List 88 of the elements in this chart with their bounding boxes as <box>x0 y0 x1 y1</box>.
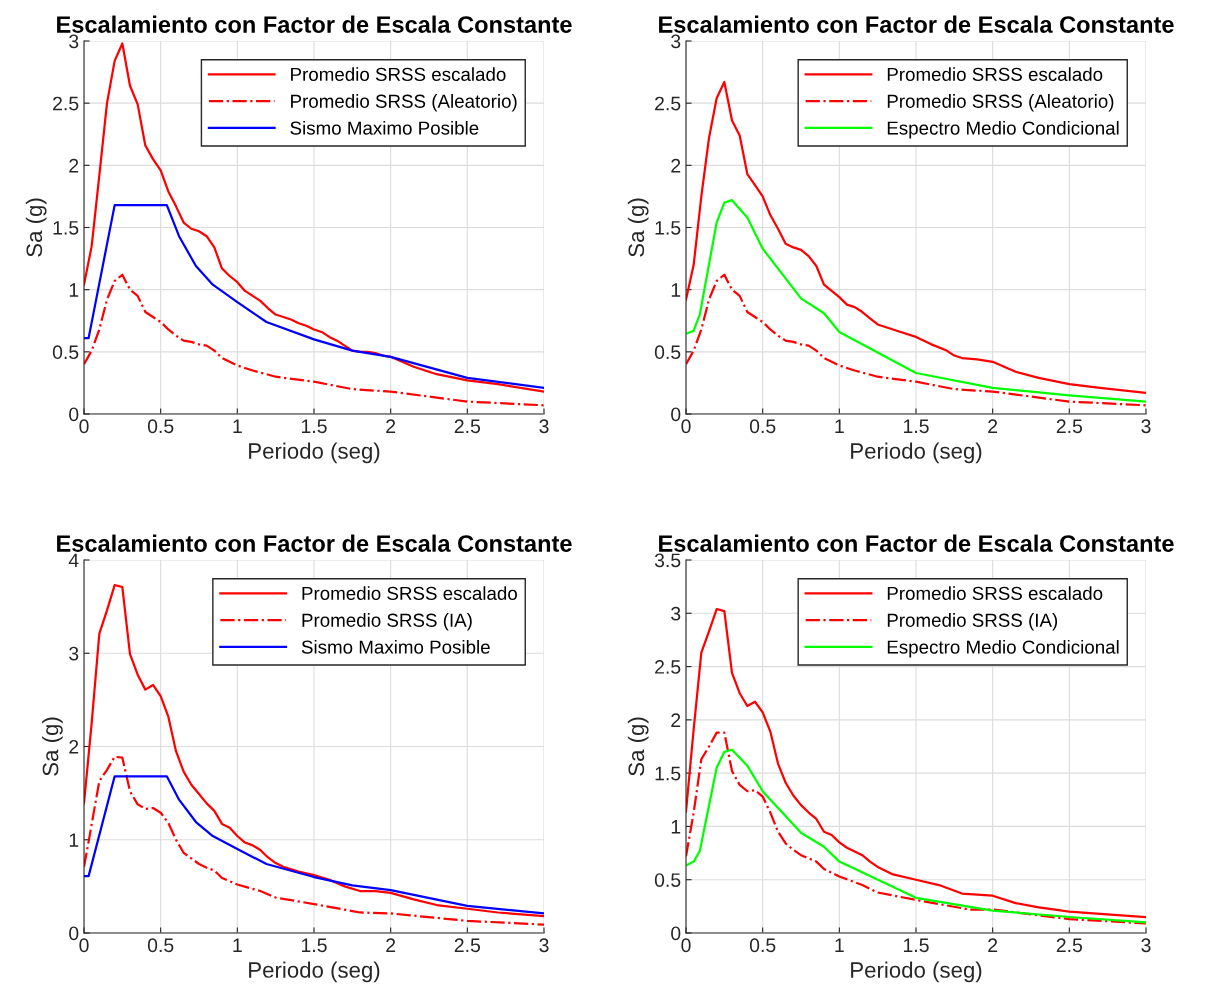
x-tick-label: 1.5 <box>903 419 929 434</box>
y-tick-label: 3.5 <box>654 553 681 568</box>
x-tick-label: 2.5 <box>454 419 481 434</box>
line-series <box>686 273 1146 407</box>
x-axis-title: Periodo (seg) <box>249 442 380 464</box>
line-series <box>84 204 544 389</box>
legend-label: Promedio SRSS escalado <box>887 586 1103 601</box>
y-axis-title: Sa (g) <box>627 717 649 776</box>
legend-label: Promedio SRSS escalado <box>302 586 517 601</box>
x-tick-label: 0.5 <box>147 938 174 953</box>
y-tick-label: 2 <box>671 713 681 727</box>
legend-label: Promedio SRSS (IA) <box>887 613 1058 631</box>
y-tick-label: 2.5 <box>655 660 681 674</box>
x-tick-label: 1 <box>835 419 844 433</box>
x-tick-label: 2.5 <box>1056 419 1083 434</box>
x-tick-label: 0.5 <box>147 419 174 434</box>
line-series <box>686 607 1146 919</box>
x-tick-label: 0.5 <box>749 938 776 953</box>
x-axis-title: Periodo (seg) <box>249 961 380 983</box>
legend-label: Promedio SRSS escalado <box>291 67 506 82</box>
y-axis-title: Sa (g) <box>25 198 47 257</box>
x-tick-label: 0 <box>79 938 89 953</box>
legend-label: Espectro Medio Condicional <box>887 120 1119 139</box>
y-tick-label: 0 <box>671 926 681 941</box>
line-series <box>84 755 544 926</box>
x-tick-label: 0 <box>79 419 89 434</box>
x-tick-label: 2.5 <box>1056 938 1083 953</box>
x-tick-label: 1 <box>233 419 242 433</box>
line-series <box>686 80 1146 394</box>
legend-label: Promedio SRSS (IA) <box>302 613 472 631</box>
y-tick-label: 1 <box>671 820 681 834</box>
y-tick-label: 3 <box>671 606 681 621</box>
x-tick-label: 1.5 <box>903 938 929 953</box>
x-tick-label: 2 <box>988 938 998 952</box>
x-tick-label: 1 <box>835 938 844 952</box>
x-tick-label: 0.5 <box>749 419 776 434</box>
legend-label: Promedio SRSS (Aleatorio) <box>291 94 517 112</box>
legend-label: Promedio SRSS (Aleatorio) <box>887 94 1114 112</box>
y-tick-label: 0 <box>69 926 79 941</box>
line-series <box>686 199 1146 403</box>
y-tick-label: 4 <box>68 553 79 568</box>
chart-title: Escalamiento con Factor de Escala Constante <box>57 534 572 552</box>
y-tick-label: 3 <box>69 34 79 49</box>
line-series <box>84 273 544 407</box>
y-tick-label: 1.5 <box>53 221 79 235</box>
x-tick-label: 2 <box>386 938 396 952</box>
y-tick-label: 0.5 <box>654 345 681 360</box>
x-axis-title: Periodo (seg) <box>851 442 982 464</box>
y-tick-label: 2 <box>69 739 79 754</box>
legend-label: Sismo Maximo Posible <box>301 639 490 654</box>
y-axis-title: Sa (g) <box>42 717 63 776</box>
y-tick-label: 3 <box>69 646 79 661</box>
y-axis-title: Sa (g) <box>627 198 649 257</box>
y-tick-label: 0.5 <box>654 873 681 887</box>
y-tick-label: 0 <box>69 407 79 422</box>
chart-title: Escalamiento con Factor de Escala Constante <box>659 534 1174 552</box>
y-tick-label: 2 <box>69 158 79 173</box>
x-tick-label: 2 <box>988 419 998 433</box>
x-tick-label: 2 <box>386 419 396 433</box>
line-series <box>84 584 544 918</box>
y-tick-label: 1 <box>671 283 681 297</box>
x-tick-label: 2.5 <box>454 938 481 953</box>
legend-label: Espectro Medio Condicional <box>887 639 1119 658</box>
y-tick-label: 0 <box>671 407 681 422</box>
x-tick-label: 1.5 <box>301 938 327 953</box>
y-tick-label: 1.5 <box>655 221 681 235</box>
x-tick-label: 3 <box>1141 938 1151 953</box>
y-tick-label: 0.5 <box>52 345 79 360</box>
x-tick-label: 3 <box>539 938 549 953</box>
x-tick-label: 1.5 <box>301 419 327 434</box>
x-tick-label: 0 <box>681 938 691 953</box>
x-tick-label: 1 <box>233 938 242 952</box>
y-tick-label: 2 <box>671 158 681 173</box>
x-axis-title: Periodo (seg) <box>851 961 982 983</box>
line-series <box>84 775 544 915</box>
legend-label: Sismo Maximo Posible <box>290 120 479 135</box>
y-tick-label: 3 <box>671 34 681 49</box>
x-tick-label: 3 <box>539 419 549 434</box>
y-tick-label: 2.5 <box>655 96 681 111</box>
x-tick-label: 0 <box>681 419 691 434</box>
y-tick-label: 1 <box>69 283 79 297</box>
chart-title: Escalamiento con Factor de Escala Constante <box>659 15 1174 33</box>
legend-label: Promedio SRSS escalado <box>887 67 1103 82</box>
y-tick-label: 1 <box>69 833 79 847</box>
y-tick-label: 2.5 <box>53 96 79 111</box>
x-tick-label: 3 <box>1141 419 1151 434</box>
chart-title: Escalamiento con Factor de Escala Constante <box>57 15 572 33</box>
y-tick-label: 1.5 <box>655 766 681 781</box>
